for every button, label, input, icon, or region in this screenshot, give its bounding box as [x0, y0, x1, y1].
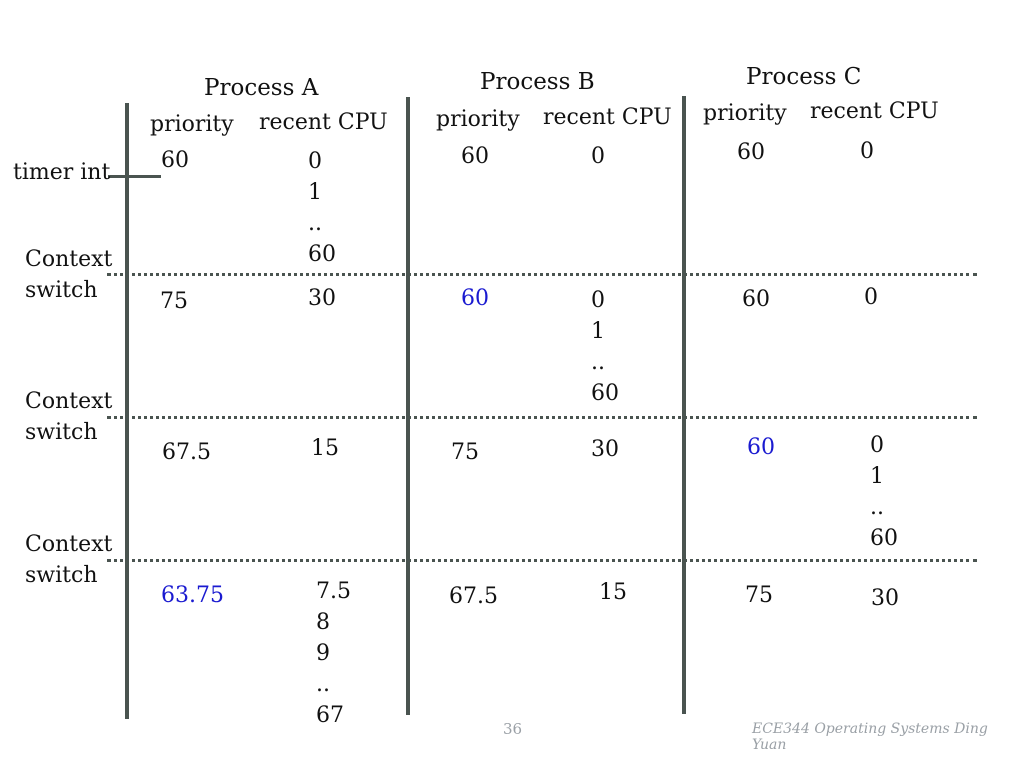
row4-c-priority: 75 [745, 583, 773, 608]
row2-a-recent-cpu: 30 [308, 286, 336, 311]
process-a-recent-cpu-header: recent CPU [259, 110, 388, 135]
row4-b-recent-cpu: 15 [599, 580, 627, 605]
row1-b-priority: 60 [461, 144, 489, 169]
context-switch-label-2: Context switch [25, 389, 113, 445]
row2-c-priority: 60 [742, 287, 770, 312]
context-switch-label-1: Context switch [25, 247, 113, 303]
row2-a-priority: 75 [160, 289, 188, 314]
process-c-recent-cpu-header: recent CPU [810, 99, 939, 124]
context-switch-line-2 [107, 416, 977, 419]
process-c-priority-header: priority [703, 101, 787, 126]
timer-int-tick [108, 175, 161, 178]
right-column-line [682, 96, 686, 714]
row2-b-recent-cpu: 0 1.. 60 [591, 288, 619, 406]
row3-c-priority: 60 [747, 435, 775, 460]
process-a-priority-header: priority [150, 112, 234, 137]
row4-b-priority: 67.5 [449, 584, 498, 609]
row4-c-recent-cpu: 30 [871, 586, 899, 611]
process-b-priority-header: priority [436, 107, 520, 132]
row1-c-recent-cpu: 0 [860, 139, 874, 164]
timer-int-label: timer int [13, 160, 111, 185]
process-a-header: Process A [204, 75, 319, 101]
left-column-line [125, 103, 129, 719]
context-switch-line-3 [107, 559, 977, 562]
process-b-header: Process B [480, 69, 595, 95]
row3-c-recent-cpu: 0 1.. 60 [870, 433, 898, 551]
process-c-header: Process C [746, 64, 862, 90]
row1-a-priority: 60 [161, 148, 189, 173]
context-switch-label-3: Context switch [25, 532, 113, 588]
row1-a-recent-cpu: 0 1.. 60 [308, 149, 336, 267]
row3-b-priority: 75 [451, 440, 479, 465]
row2-c-recent-cpu: 0 [864, 285, 878, 310]
row4-a-priority: 63.75 [161, 583, 224, 608]
row3-a-priority: 67.5 [162, 440, 211, 465]
middle-column-line [406, 97, 410, 715]
process-b-recent-cpu-header: recent CPU [543, 105, 672, 130]
row4-a-recent-cpu: 7.5 8 9.. 67 [316, 579, 351, 728]
course-title: ECE344 Operating Systems Ding Yuan [752, 721, 988, 753]
row3-a-recent-cpu: 15 [311, 436, 339, 461]
context-switch-line-1 [107, 273, 977, 276]
row3-b-recent-cpu: 30 [591, 437, 619, 462]
page-number: 36 [503, 720, 523, 738]
row1-c-priority: 60 [737, 140, 765, 165]
row2-b-priority: 60 [461, 286, 489, 311]
row1-b-recent-cpu: 0 [591, 144, 605, 169]
